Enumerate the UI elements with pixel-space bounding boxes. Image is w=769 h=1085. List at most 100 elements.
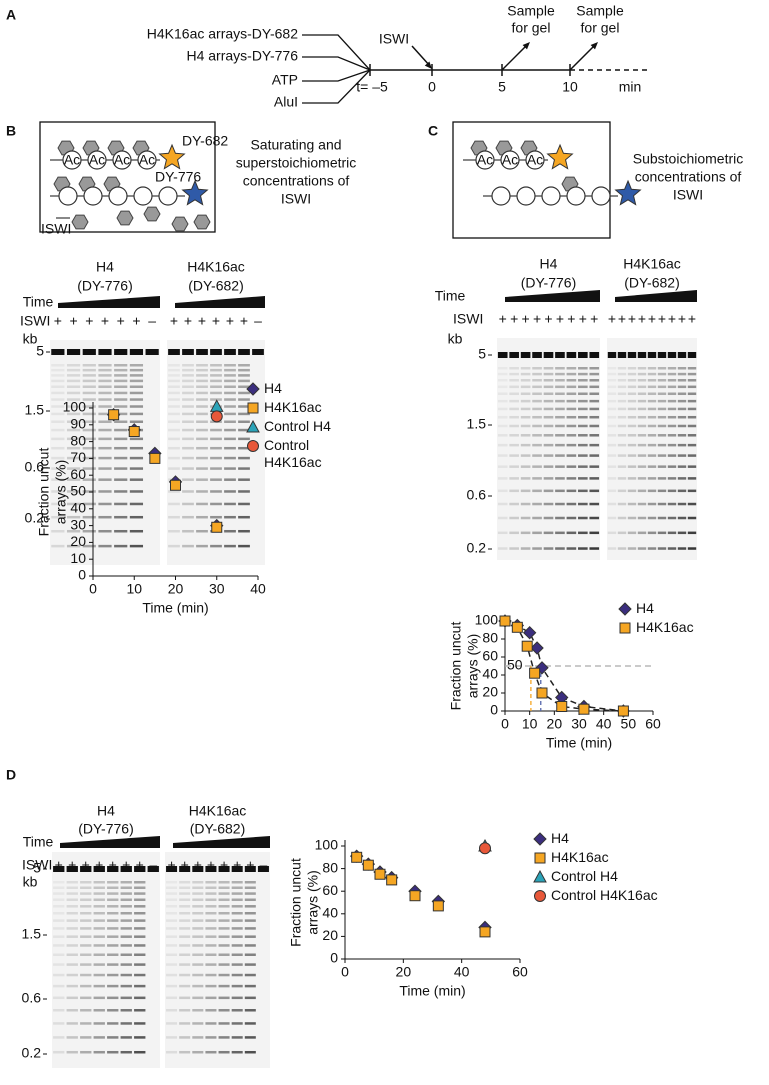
band (166, 1036, 178, 1039)
band (589, 465, 600, 468)
band (244, 892, 256, 895)
lane-sign: – (148, 313, 156, 329)
point (534, 852, 546, 864)
band (657, 547, 667, 550)
lane-sign: + (590, 311, 598, 327)
band (120, 912, 132, 915)
description: Substoichiometric (633, 151, 744, 167)
band (497, 547, 508, 550)
band (166, 898, 178, 902)
band (93, 963, 105, 966)
band (129, 456, 144, 460)
band (168, 368, 180, 372)
band (543, 465, 554, 468)
band (509, 424, 519, 428)
band (196, 529, 208, 533)
band (578, 372, 588, 376)
group-dye: (DY-776) (78, 821, 134, 837)
reference-label: 50 (507, 657, 523, 673)
band (51, 467, 65, 470)
band (566, 424, 577, 428)
band (677, 407, 687, 411)
band (607, 367, 617, 370)
band (82, 478, 96, 481)
band (168, 428, 180, 432)
band (80, 1036, 92, 1039)
band (667, 415, 677, 419)
band (578, 392, 588, 396)
group-name: H4 (540, 256, 558, 272)
marker-label: 0.2 (22, 1045, 42, 1061)
dye-star (158, 143, 186, 170)
band (687, 399, 697, 403)
band (543, 415, 554, 419)
band (589, 367, 600, 370)
band (617, 379, 627, 382)
band (66, 973, 78, 977)
band (566, 415, 577, 419)
band (66, 953, 78, 956)
band (107, 866, 119, 872)
x-axis-label: Time (min) (546, 735, 612, 751)
point (170, 479, 181, 491)
band (182, 349, 194, 355)
band (617, 547, 627, 550)
band (607, 415, 617, 419)
band (687, 392, 697, 396)
band (80, 996, 92, 1000)
band (179, 1009, 191, 1012)
band (667, 372, 677, 376)
band (231, 912, 243, 915)
band (238, 437, 250, 441)
band (51, 502, 65, 506)
band (532, 547, 542, 550)
band (555, 465, 565, 468)
band (82, 374, 96, 377)
band (196, 544, 208, 548)
iswi-hexagon (193, 214, 211, 230)
band (224, 544, 236, 548)
band (497, 407, 508, 411)
start-label: t= –5 (356, 79, 388, 95)
band (617, 367, 627, 370)
band (637, 547, 647, 550)
band (134, 927, 146, 930)
band (82, 398, 96, 401)
band (80, 1022, 92, 1025)
band (51, 405, 65, 408)
band (66, 898, 78, 902)
band (192, 886, 204, 889)
band (627, 477, 637, 480)
band (543, 454, 554, 457)
band (589, 516, 600, 520)
band (238, 515, 250, 519)
band (192, 912, 204, 915)
time-wedge (615, 290, 697, 302)
band (637, 502, 647, 506)
band (520, 477, 531, 480)
band (166, 905, 178, 908)
band (166, 953, 178, 956)
band (218, 1036, 230, 1039)
band (224, 364, 236, 367)
time-label: Time (23, 294, 54, 310)
band (637, 379, 647, 382)
band (179, 1050, 191, 1054)
y-tick-label: 20 (322, 927, 338, 943)
band (677, 415, 687, 419)
legend-swatch (247, 402, 259, 414)
band (196, 405, 208, 408)
band (607, 489, 617, 493)
band (205, 973, 217, 977)
band (543, 407, 554, 411)
band (657, 424, 667, 428)
band (196, 478, 208, 481)
band (238, 478, 250, 481)
band (520, 424, 531, 428)
band (667, 454, 677, 457)
band (107, 905, 119, 908)
band (617, 424, 627, 428)
band (166, 866, 178, 872)
band (210, 437, 222, 441)
